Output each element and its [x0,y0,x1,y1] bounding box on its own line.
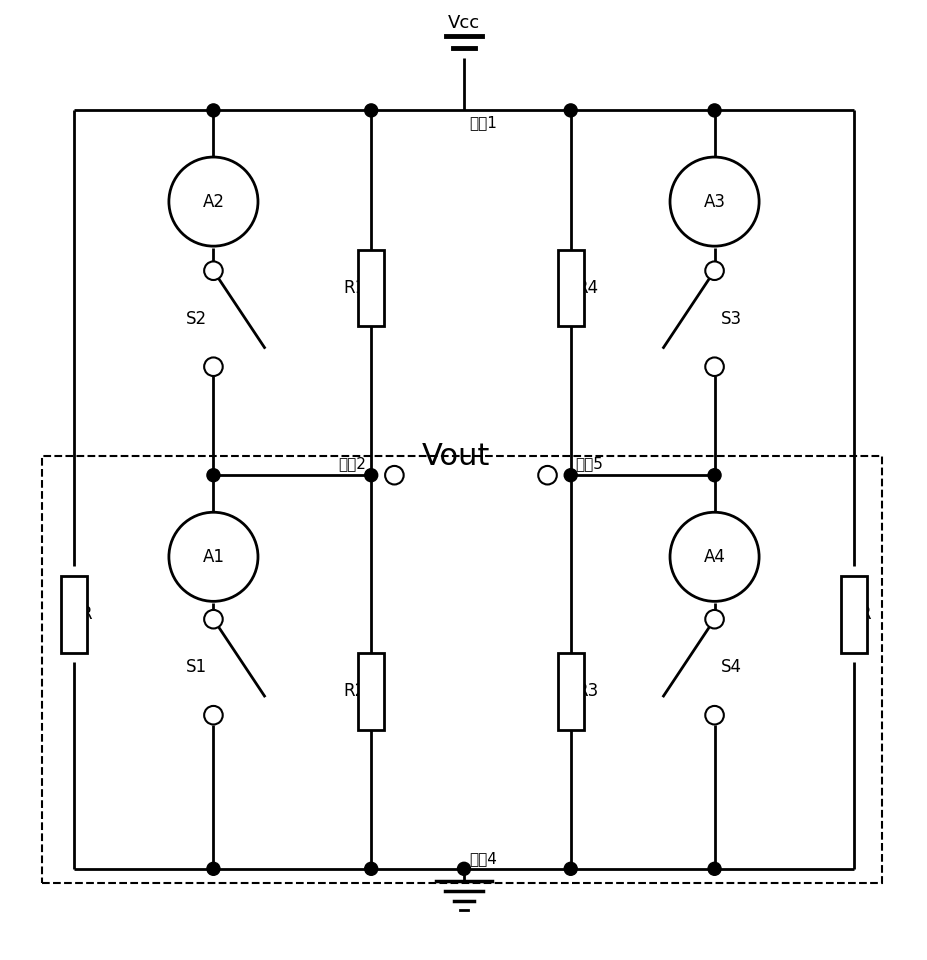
Bar [358,250,384,326]
Text: S4: S4 [719,659,741,676]
Text: R: R [80,606,92,623]
Text: 节点1: 节点1 [468,115,496,131]
Circle shape [204,357,222,376]
Circle shape [364,104,377,117]
Circle shape [707,862,720,876]
Circle shape [564,862,577,876]
Circle shape [364,468,377,482]
Text: R: R [858,606,870,623]
Circle shape [669,157,758,246]
Circle shape [669,513,758,601]
Bar [61,576,87,653]
Circle shape [204,261,222,280]
Circle shape [705,706,723,725]
Bar [840,576,866,653]
Text: Vout: Vout [422,443,489,471]
Text: A1: A1 [202,548,224,565]
Bar [358,653,384,730]
Text: R3: R3 [576,683,598,700]
Bar [42,456,881,883]
Circle shape [204,610,222,629]
Circle shape [169,157,258,246]
Text: A3: A3 [703,193,725,210]
Circle shape [707,468,720,482]
Circle shape [385,466,403,485]
Circle shape [538,466,556,485]
Bar [557,653,583,730]
Circle shape [169,513,258,601]
Circle shape [207,468,220,482]
Circle shape [364,862,377,876]
Circle shape [564,104,577,117]
Text: A4: A4 [703,548,725,565]
Text: R1: R1 [343,279,365,297]
Circle shape [705,357,723,376]
Text: S3: S3 [719,310,741,327]
Circle shape [564,468,577,482]
Text: 节点5: 节点5 [575,456,603,471]
Text: R2: R2 [343,683,365,700]
Circle shape [204,706,222,725]
Text: R4: R4 [576,279,598,297]
Bar [557,250,583,326]
Circle shape [207,104,220,117]
Text: Vcc: Vcc [448,13,479,32]
Circle shape [705,610,723,629]
Text: A2: A2 [202,193,224,210]
Circle shape [207,862,220,876]
Circle shape [457,862,470,876]
Text: 节点4: 节点4 [468,851,496,866]
Circle shape [707,104,720,117]
Text: S2: S2 [186,310,208,327]
Circle shape [705,261,723,280]
Text: 节点2: 节点2 [338,456,366,471]
Text: S1: S1 [186,659,208,676]
